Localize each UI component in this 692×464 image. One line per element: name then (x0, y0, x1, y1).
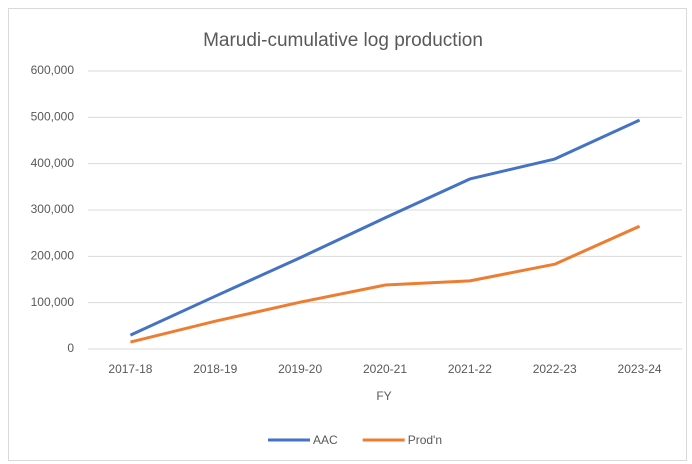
x-axis-label: FY (376, 389, 391, 403)
y-tick-label: 100,000 (31, 295, 75, 309)
y-tick-label: 400,000 (31, 156, 75, 170)
y-tick-label: 0 (67, 341, 74, 355)
x-tick-label: 2023-24 (618, 362, 662, 376)
x-tick-label: 2021-22 (448, 362, 492, 376)
y-tick-label: 600,000 (31, 63, 75, 77)
legend-label: Prod'n (408, 433, 442, 447)
y-tick-label: 500,000 (31, 110, 75, 124)
chart-title: Marudi-cumulative log production (203, 30, 483, 51)
line-series (130, 224, 641, 344)
x-tick-label: 2022-23 (533, 362, 577, 376)
x-tick-label: 2020-21 (363, 362, 407, 376)
line-series (129, 118, 641, 337)
y-tick-label: 300,000 (31, 202, 75, 216)
y-tick-label: 200,000 (31, 249, 75, 263)
x-tick-label: 2017-18 (108, 362, 152, 376)
legend-label: AAC (313, 433, 338, 447)
x-tick-label: 2018-19 (193, 362, 237, 376)
x-tick-label: 2019-20 (278, 362, 322, 376)
